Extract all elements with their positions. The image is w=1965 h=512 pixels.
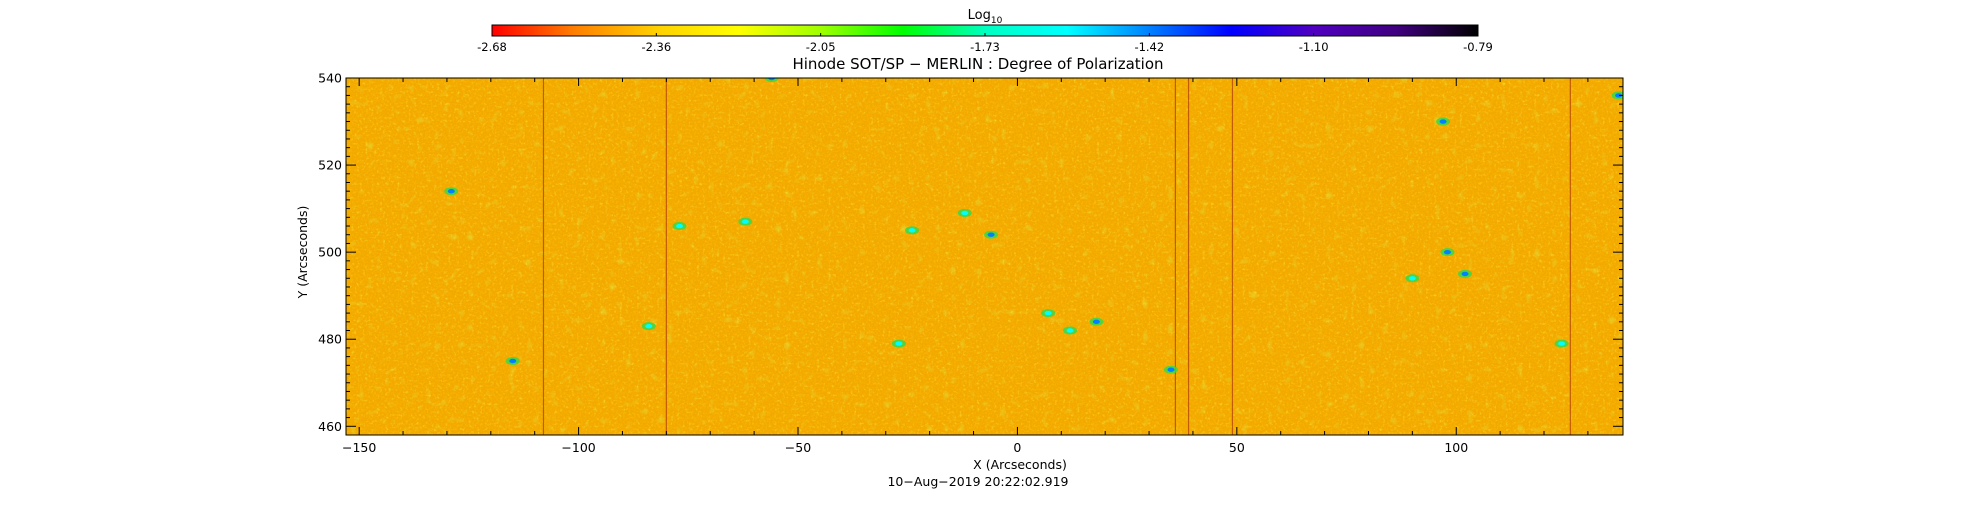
colorbar-tick-label: -1.73	[970, 40, 1000, 54]
enhanced-patch	[1615, 93, 1623, 98]
x-tick-label: 0	[1013, 440, 1021, 455]
enhanced-patch	[741, 219, 749, 224]
plot-area: −150 −100 −50 0 50 100 460 480 500 520 540	[318, 71, 1624, 455]
plot-frame	[345, 77, 1624, 436]
colorbar-tick-label: -2.05	[806, 40, 836, 54]
enhanced-patch	[768, 78, 776, 81]
y-axis: 460 480 500 520 540	[318, 71, 1623, 434]
x-axis: −150 −100 −50 0 50 100	[342, 78, 1589, 455]
x-tick-label: −100	[561, 440, 595, 455]
colorbar-tick-label: -2.36	[641, 40, 671, 54]
enhanced-patch	[1443, 249, 1451, 255]
enhanced-patch	[1461, 271, 1469, 277]
enhanced-patch	[961, 210, 969, 216]
enhanced-patches	[444, 78, 1623, 374]
enhanced-patch	[645, 323, 653, 329]
x-axis-label: X (Arcseconds)	[973, 457, 1067, 472]
chart-title: Hinode SOT/SP − MERLIN : Degree of Polar…	[792, 55, 1163, 73]
colorbar-label: Log10	[968, 8, 1003, 26]
enhanced-patch	[1167, 367, 1175, 372]
heatmap-image	[346, 78, 1623, 435]
enhanced-patch	[1044, 310, 1052, 316]
colorbar: Log10 -2.68 -2.36 -2.05 -1.73 -1.42 -1.10 -0.7…	[477, 8, 1493, 54]
enhanced-patch	[1066, 328, 1074, 333]
x-tick-label: −150	[342, 440, 376, 455]
colorbar-tick-label: -2.68	[477, 40, 507, 54]
y-tick-label: 480	[318, 332, 342, 347]
colorbar-tick-label: -1.42	[1134, 40, 1164, 54]
y-tick-label: 460	[318, 419, 342, 434]
enhanced-patch	[676, 223, 684, 229]
x-tick-label: −50	[785, 440, 811, 455]
enhanced-patch	[509, 358, 517, 364]
x-tick-label: 100	[1444, 440, 1468, 455]
y-tick-label: 540	[318, 71, 342, 86]
y-tick-label: 520	[318, 158, 342, 173]
enhanced-patch	[908, 228, 916, 233]
slit-lines	[542, 78, 1571, 435]
x-tick-label: 50	[1229, 440, 1245, 455]
enhanced-patch	[987, 232, 995, 237]
enhanced-patch	[1439, 119, 1447, 124]
enhanced-patch	[447, 188, 455, 194]
colorbar-tick-label: -1.10	[1299, 40, 1329, 54]
enhanced-patch	[895, 341, 903, 346]
colorbar-tick-label: -0.79	[1463, 40, 1493, 54]
y-tick-label: 500	[318, 245, 342, 260]
enhanced-patch	[1092, 319, 1100, 325]
y-axis-label: Y (Arcseconds)	[295, 206, 310, 300]
colorbar-ticks: -2.68 -2.36 -2.05 -1.73 -1.42 -1.10 -0.79	[477, 33, 1493, 54]
timestamp: 10−Aug−2019 20:22:02.919	[887, 474, 1068, 489]
enhanced-patch	[1558, 341, 1566, 346]
enhanced-patch	[1408, 276, 1416, 281]
